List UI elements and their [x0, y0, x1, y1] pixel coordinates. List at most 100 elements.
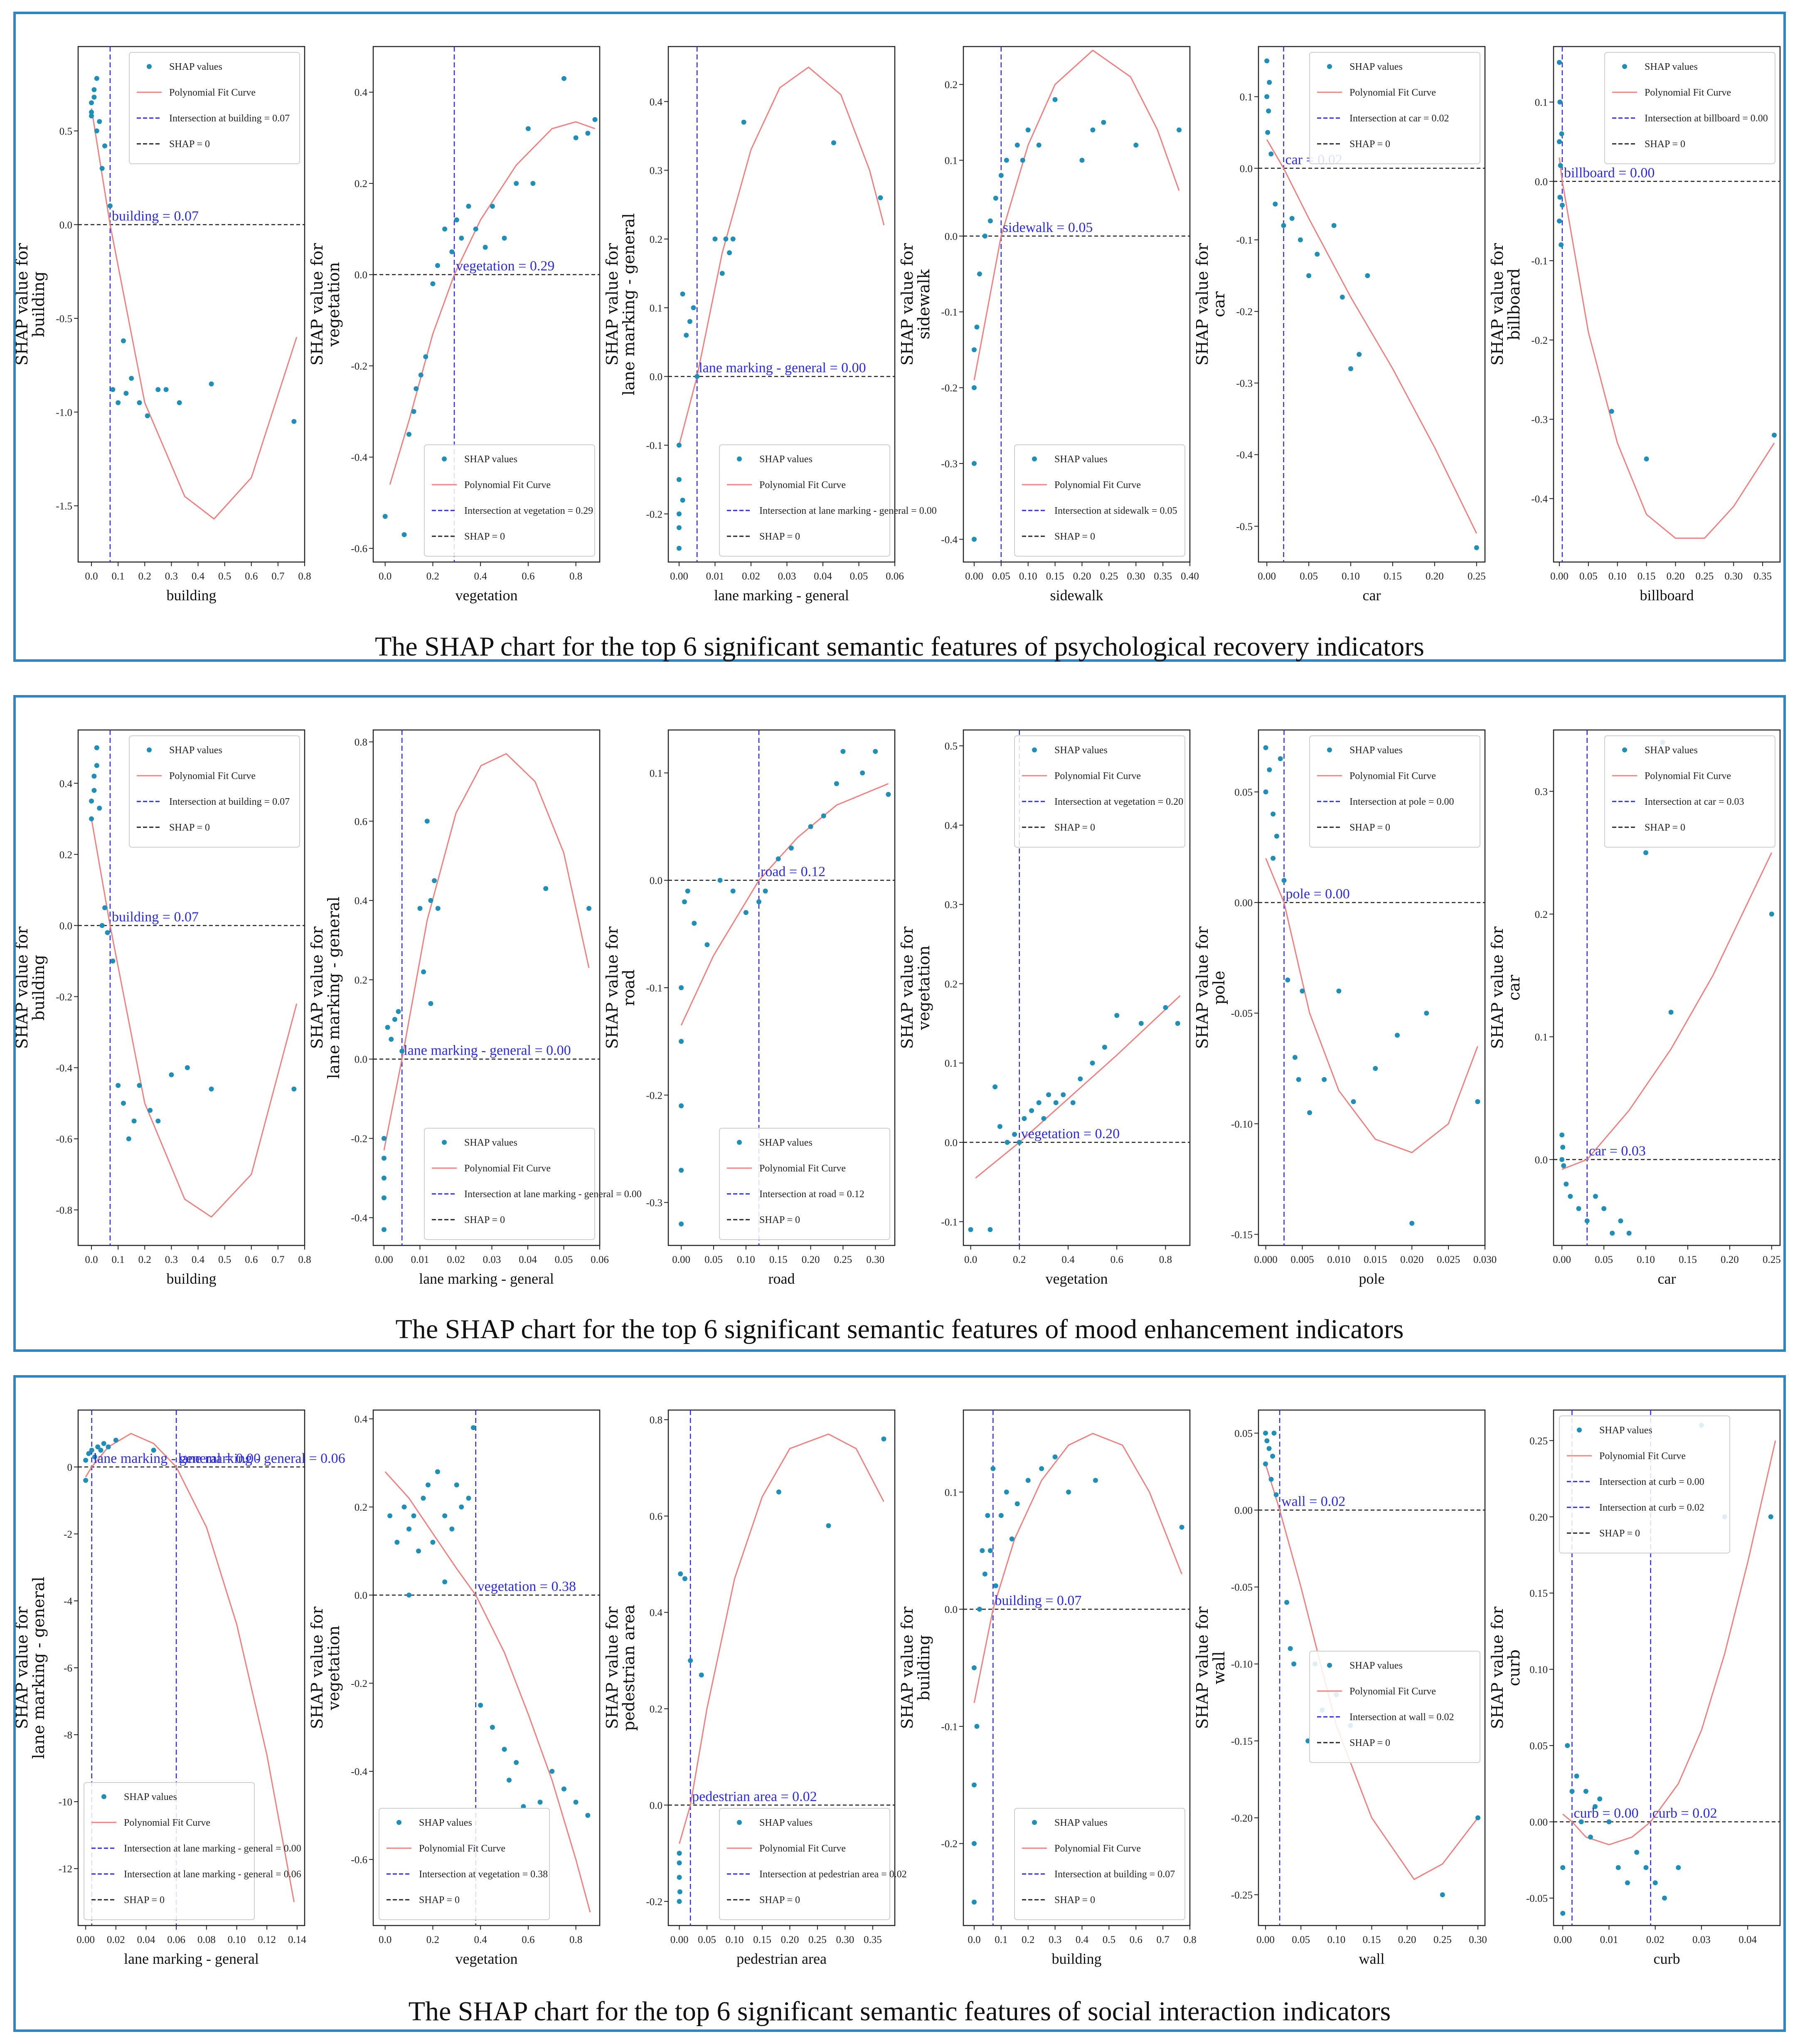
data-point — [1593, 1804, 1598, 1809]
legend-label: SHAP = 0 — [169, 822, 210, 833]
intersection-label: road = 0.12 — [761, 864, 825, 880]
legend-point-handle — [442, 456, 447, 461]
data-point — [1177, 127, 1182, 133]
y-tick-label: 0.0 — [355, 1054, 367, 1065]
data-point — [1601, 1206, 1607, 1211]
legend: SHAP values Polynomial Fit Curve Intersect… — [1604, 735, 1775, 848]
x-tick-label: 0.05 — [1300, 571, 1318, 582]
data-point — [1568, 1193, 1573, 1199]
legend-label: SHAP = 0 — [1645, 822, 1685, 833]
y-tick-label: 0.0 — [1535, 176, 1548, 187]
data-point — [435, 263, 440, 268]
data-point — [514, 181, 519, 186]
data-point — [1292, 1055, 1298, 1060]
fit-curve — [1266, 139, 1477, 534]
fit-curve — [973, 1433, 1182, 1703]
x-tick-label: 0.15 — [1637, 571, 1656, 582]
data-point — [1340, 294, 1345, 300]
y-tick-label: -0.3 — [646, 1198, 662, 1209]
data-point — [788, 846, 794, 851]
y-axis-label-line1: SHAP value for — [603, 1606, 621, 1729]
data-point — [971, 347, 977, 353]
data-point — [1560, 1911, 1566, 1916]
y-axis-label-line2: road — [620, 969, 638, 1006]
data-point — [1578, 1819, 1584, 1825]
data-point — [987, 1227, 993, 1232]
x-tick-label: 0.8 — [569, 1934, 582, 1945]
y-tick-label: 0.0 — [650, 875, 662, 887]
x-tick-label: 0.30 — [836, 1934, 854, 1945]
y-tick-label: 0.00 — [1234, 1505, 1253, 1516]
plot-content — [1258, 1410, 1485, 1926]
data-point — [1036, 143, 1042, 148]
plot-content — [1554, 1410, 1780, 1926]
data-point — [677, 1875, 682, 1880]
data-point — [406, 1526, 412, 1532]
data-point — [97, 806, 102, 811]
y-tick-label: -10 — [59, 1797, 72, 1808]
data-point — [717, 878, 723, 883]
data-point — [99, 923, 105, 928]
data-point — [1271, 1430, 1277, 1436]
data-point — [676, 442, 682, 448]
x-tick-label: 0.000 — [1254, 1254, 1277, 1265]
x-tick-label: 0.030 — [1473, 1254, 1497, 1265]
y-axis-label-line1: SHAP value for — [898, 243, 916, 366]
y-axis-label: SHAP value forvegetation — [308, 243, 343, 366]
y-tick-label: 0.1 — [1535, 97, 1548, 108]
legend: SHAP values Polynomial Fit Curve Intersect… — [719, 444, 937, 557]
data-point — [971, 1782, 977, 1788]
x-tick-label: 0.8 — [298, 1254, 311, 1265]
data-point — [1266, 108, 1271, 113]
x-tick-label: 0.5 — [218, 571, 231, 582]
x-tick-label: 0.20 — [781, 1934, 799, 1945]
y-tick-label: -1.5 — [56, 501, 72, 512]
data-point — [680, 291, 685, 297]
y-tick-label: -4 — [64, 1596, 72, 1607]
x-tick-label: 0.20 — [1667, 571, 1685, 582]
x-axis-label: building — [1051, 1950, 1101, 1967]
y-axis-label: SHAP value forvegetation — [898, 926, 933, 1049]
y-tick-label: 0.00 — [1234, 897, 1253, 909]
data-point — [1175, 1021, 1180, 1026]
y-tick-label: -0.05 — [1231, 1008, 1253, 1019]
legend-label: Polynomial Fit Curve — [419, 1843, 505, 1854]
data-point — [1474, 545, 1479, 550]
data-point — [169, 1072, 174, 1077]
data-point — [1291, 1661, 1297, 1667]
y-tick-label: -0.1 — [646, 983, 662, 994]
x-tick-label: 0.4 — [1076, 1934, 1089, 1945]
data-point — [1409, 1220, 1415, 1226]
data-point — [1285, 977, 1290, 983]
x-axis-label: vegetation — [456, 1950, 518, 1967]
y-tick-label: 0.8 — [355, 737, 367, 748]
y-tick-label: -0.1 — [941, 1721, 958, 1733]
data-point — [977, 271, 982, 277]
shap-subplot-building: 0.0 0.1 0.2 0.3 0.4 0.5 0.6 0.7 0.8 -1.5 -1.0 -0.5 0… — [16, 46, 311, 604]
data-point — [993, 195, 998, 201]
data-point — [1306, 273, 1312, 279]
data-point — [514, 1760, 519, 1765]
data-point — [808, 824, 813, 829]
shap-subplot-building: 0.0 0.1 0.2 0.3 0.4 0.5 0.6 0.7 0.8 -0.8 -0.6 -0.4 -… — [16, 729, 311, 1287]
data-point — [521, 1804, 526, 1809]
data-point — [1559, 131, 1564, 136]
legend-label: SHAP values — [464, 454, 517, 465]
x-tick-label: 0.00 — [965, 571, 983, 582]
data-point — [980, 1548, 985, 1553]
y-tick-label: 0.1 — [650, 768, 662, 779]
legend-label: Polynomial Fit Curve — [169, 87, 256, 98]
legend-point-handle — [147, 64, 152, 69]
data-point — [454, 1482, 459, 1488]
y-tick-label: 0.5 — [945, 741, 958, 752]
x-tick-label: 0.8 — [298, 571, 311, 582]
data-point — [502, 1747, 507, 1752]
y-tick-label: 0.5 — [59, 126, 72, 137]
data-point — [291, 1086, 297, 1092]
data-point — [1090, 127, 1096, 133]
legend-label: Polynomial Fit Curve — [759, 1163, 846, 1174]
y-axis-label: SHAP value forpole — [1193, 926, 1228, 1049]
data-point — [414, 386, 419, 392]
legend-label: SHAP values — [1349, 62, 1403, 72]
data-point — [687, 319, 692, 324]
